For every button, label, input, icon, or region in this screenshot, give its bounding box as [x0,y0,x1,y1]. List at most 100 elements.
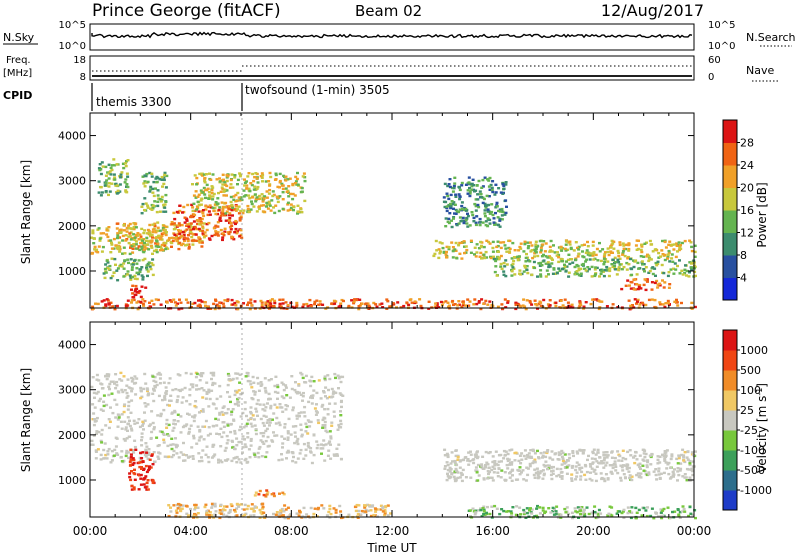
heatmap-cell [642,452,646,455]
heatmap-cell [102,400,106,403]
heatmap-cell [231,408,235,411]
heatmap-cell [317,379,321,382]
heatmap-cell [163,206,167,209]
heatmap-cell [635,273,639,276]
heatmap-cell [181,504,185,507]
heatmap-cell [302,303,306,306]
heatmap-cell [125,238,129,241]
colorbar-swatch [723,165,737,188]
heatmap-cell [655,279,659,283]
heatmap-cell [606,514,610,517]
heatmap-cell [683,268,687,271]
heatmap-cell [154,298,158,301]
heatmap-cell [274,375,278,378]
heatmap-cell [560,267,564,271]
heatmap-cell [663,450,667,453]
heatmap-cell [215,432,219,435]
heatmap-cell [187,432,191,435]
heatmap-cell [537,457,541,460]
heatmap-cell [488,242,492,245]
heatmap-cell [486,303,490,306]
heatmap-cell [113,178,117,181]
heatmap-cell [259,511,263,514]
heatmap-cell [435,249,439,252]
heatmap-cell [481,507,485,510]
heatmap-cell [227,207,231,210]
heatmap-cell [133,468,136,471]
heatmap-cell [269,407,273,410]
heatmap-cell [213,505,217,508]
heatmap-cell [517,459,521,463]
heatmap-cell [104,174,108,177]
heatmap-cell [151,273,155,277]
colorbar-tick-label: 1000 [740,344,768,357]
heatmap-cell [271,418,274,421]
heatmap-cell [258,516,262,519]
heatmap-cell [606,478,610,481]
heatmap-cell [338,392,342,395]
heatmap-cell [97,180,101,183]
heatmap-cell [578,466,582,470]
heatmap-cell [589,471,592,474]
heatmap-cell [300,211,304,214]
heatmap-cell [680,241,684,245]
heatmap-cell [144,450,148,453]
heatmap-cell [143,241,146,245]
heatmap-cell [284,404,288,407]
heatmap-cell [203,193,207,196]
heatmap-cell [136,307,140,311]
heatmap-cell [483,212,487,215]
heatmap-cell [123,259,127,262]
heatmap-cell [496,223,500,226]
heatmap-cell [233,429,237,433]
heatmap-cell [588,252,592,255]
heatmap-cell [133,259,136,262]
heatmap-cell [149,267,153,271]
heatmap-cell [583,512,587,516]
heatmap-cell [656,262,660,265]
heatmap-cell [505,205,508,208]
heatmap-cell [553,272,557,275]
heatmap-cell [674,268,678,271]
heatmap-cell [97,399,101,403]
heatmap-cell [475,471,479,474]
heatmap-cell [559,245,563,249]
heatmap-cell [226,422,230,426]
heatmap-cell [303,179,307,183]
heatmap-cell [148,190,152,193]
heatmap-cell [281,442,285,445]
heatmap-cell [687,514,691,518]
heatmap-cell [230,410,234,413]
heatmap-cell [458,197,462,201]
colorbar-swatch [723,330,737,351]
heatmap-cell [140,245,144,248]
heatmap-cell [257,493,261,496]
heatmap-cell [352,302,356,305]
heatmap-cell [151,252,154,255]
heatmap-cell [528,260,532,263]
heatmap-cell [137,300,140,303]
heatmap-cell [306,444,310,447]
heatmap-cell [519,462,523,465]
heatmap-cell [249,208,253,211]
heatmap-cell [174,437,177,440]
colorbar-swatch [723,277,737,301]
heatmap-cell [145,236,149,240]
heatmap-cell [130,263,134,266]
heatmap-cell [366,302,370,305]
heatmap-cell [264,406,268,409]
heatmap-cell [257,205,261,208]
heatmap-cell [172,449,176,453]
heatmap-cell [647,254,651,257]
heatmap-cell [606,260,610,263]
heatmap-cell [253,390,257,394]
heatmap-cell [533,461,537,464]
heatmap-cell [141,422,145,425]
heatmap-cell [260,512,264,516]
heatmap-cell [122,410,126,414]
heatmap-cell [205,509,209,513]
heatmap-cell [178,298,181,301]
heatmap-cell [690,245,694,249]
heatmap-cell [433,305,437,308]
heatmap-cell [480,515,484,518]
